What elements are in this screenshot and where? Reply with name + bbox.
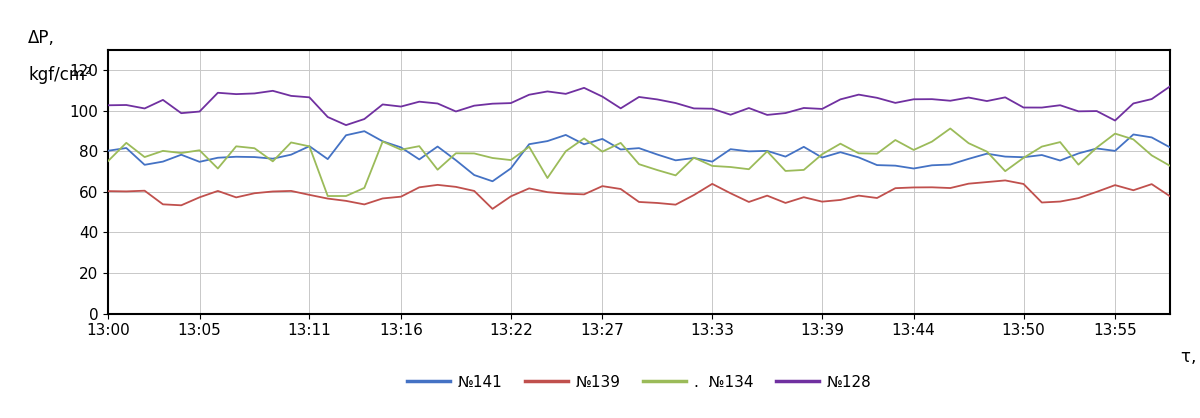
Legend: №141, №139, .  №134, №128: №141, №139, . №134, №128 <box>401 369 877 396</box>
Text: τ,  h: τ, h <box>1181 348 1200 366</box>
Text: ΔP,: ΔP, <box>29 29 55 47</box>
Text: kgf/cm²: kgf/cm² <box>29 66 92 84</box>
